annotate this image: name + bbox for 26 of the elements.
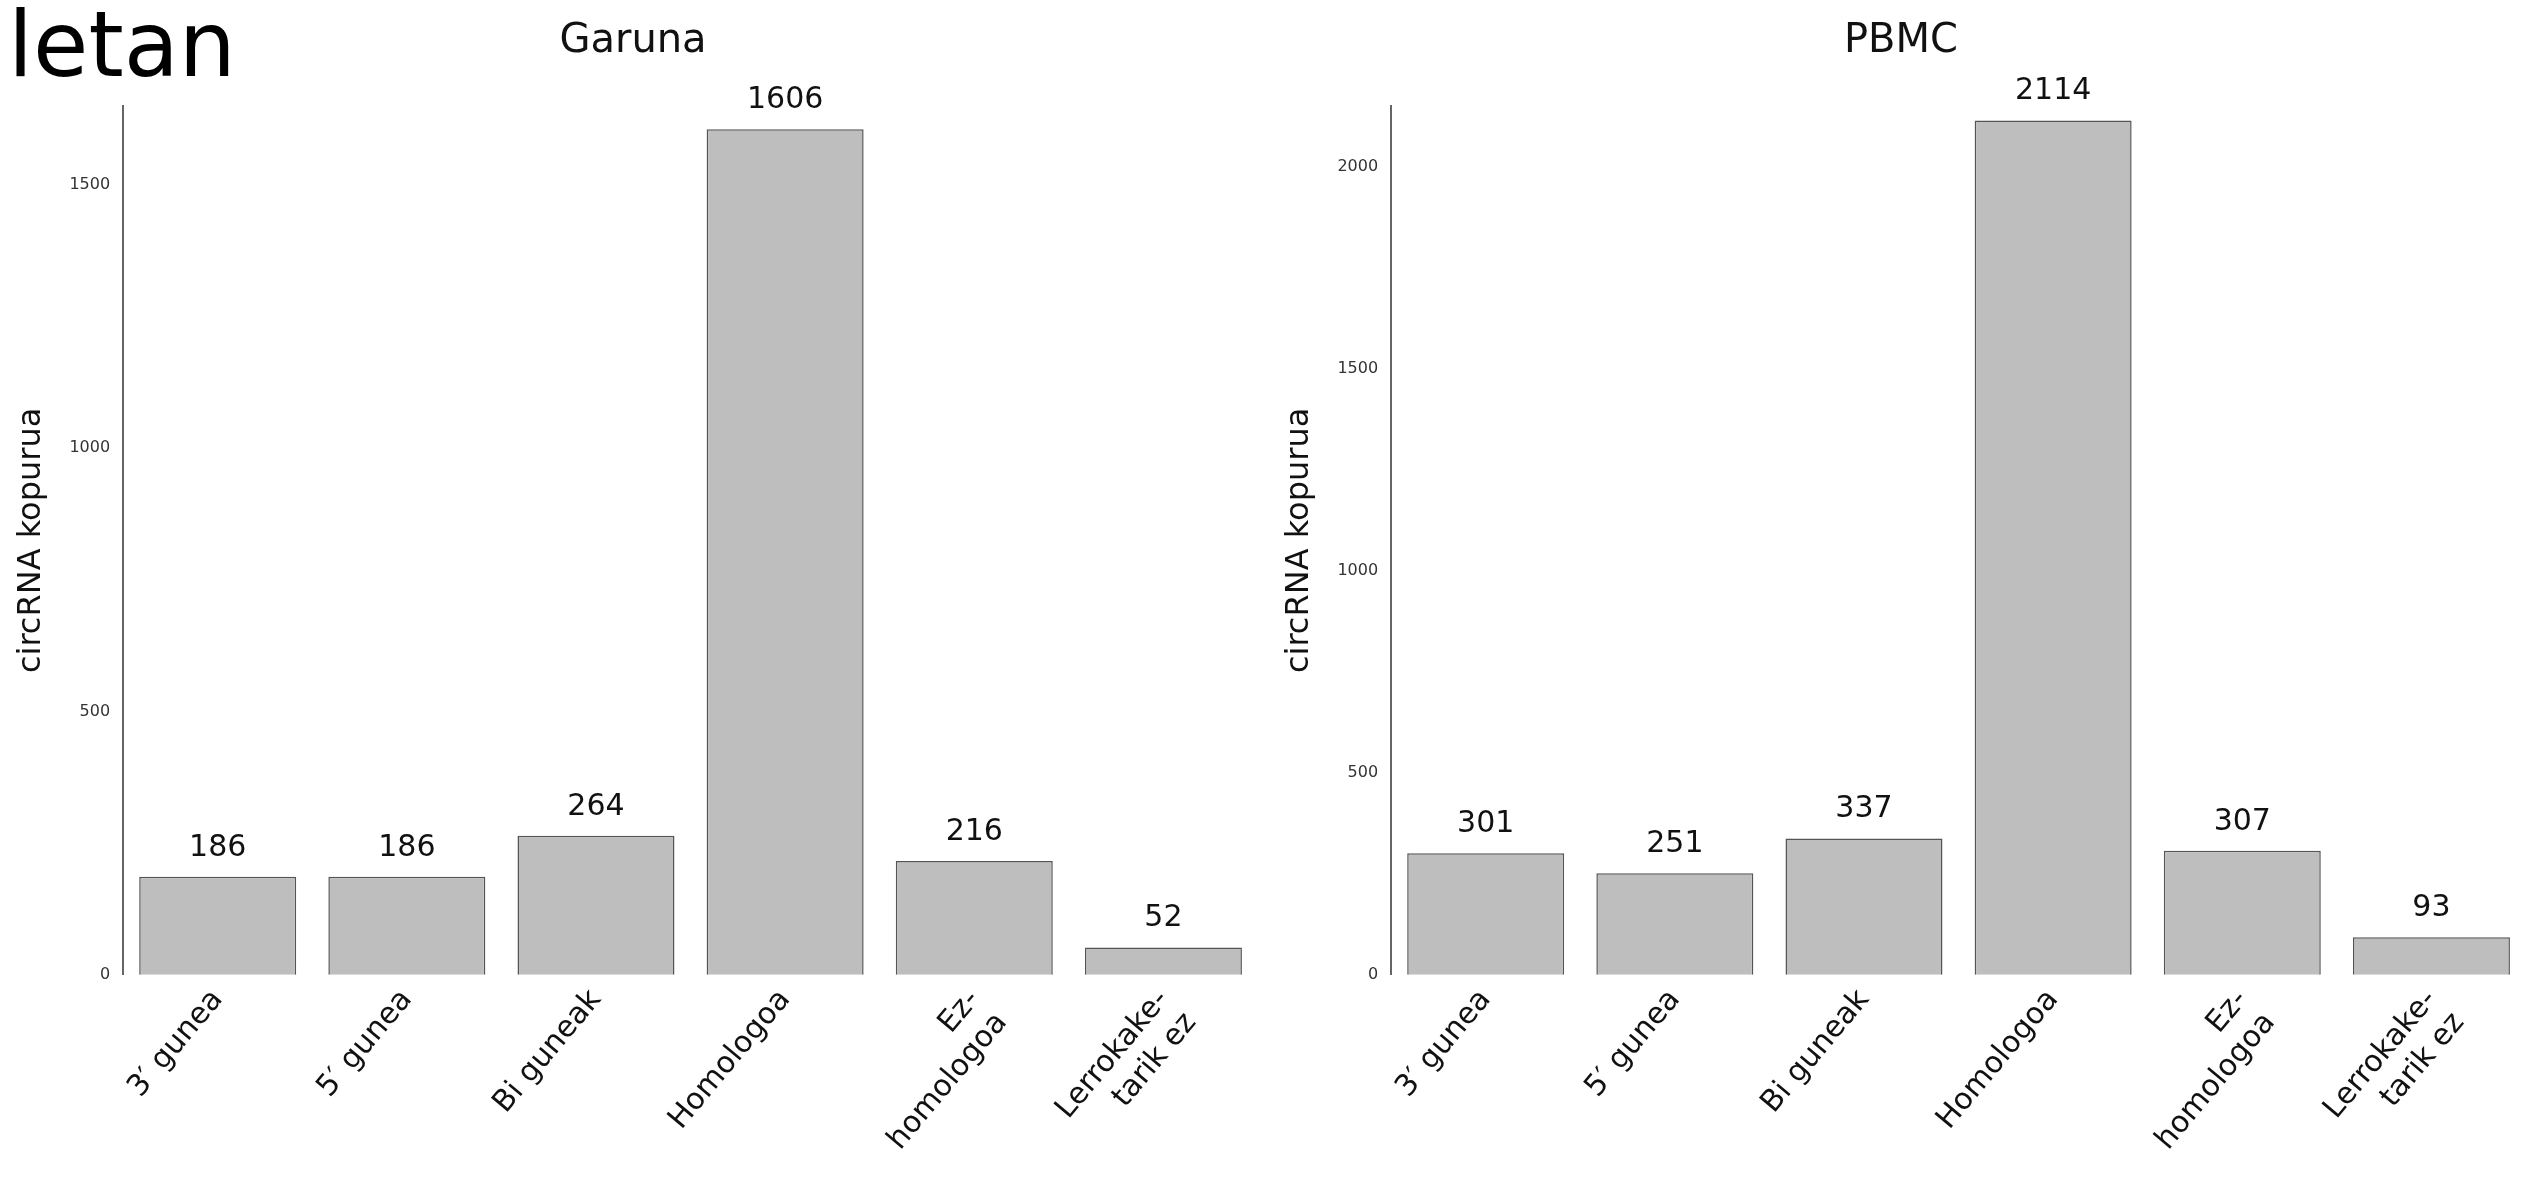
data-label: 301 bbox=[1457, 803, 1515, 839]
y-tick-label: 1500 bbox=[1337, 357, 1379, 377]
data-label: 337 bbox=[1835, 789, 1893, 825]
data-label: 251 bbox=[1646, 824, 1704, 860]
y-tick-label: 500 bbox=[79, 700, 111, 720]
y-tick-label: 0 bbox=[99, 963, 111, 983]
y-tick-label: 1500 bbox=[69, 174, 111, 194]
data-label: 216 bbox=[945, 811, 1003, 847]
y-axis-title: circRNA kopurua bbox=[1277, 407, 1316, 674]
y-tick-label: 1000 bbox=[69, 437, 111, 457]
text: letan bbox=[8, 0, 236, 97]
data-label: 1606 bbox=[746, 79, 824, 115]
y-tick-label: 0 bbox=[1367, 963, 1379, 983]
y-tick-label: 2000 bbox=[1337, 155, 1379, 175]
chart-title: PBMC bbox=[1843, 15, 1959, 62]
data-label: 186 bbox=[378, 827, 436, 863]
data-label: 2114 bbox=[2014, 71, 2092, 107]
data-label: 93 bbox=[2412, 887, 2451, 923]
chart-title: Garuna bbox=[559, 15, 707, 62]
data-label: 307 bbox=[2213, 801, 2271, 837]
y-axis-title: circRNA kopurua bbox=[9, 407, 48, 674]
data-label: 52 bbox=[1144, 898, 1183, 934]
data-label: 264 bbox=[567, 786, 625, 822]
y-tick-label: 500 bbox=[1347, 761, 1379, 781]
data-label: 186 bbox=[189, 827, 247, 863]
y-tick-label: 1000 bbox=[1337, 559, 1379, 579]
